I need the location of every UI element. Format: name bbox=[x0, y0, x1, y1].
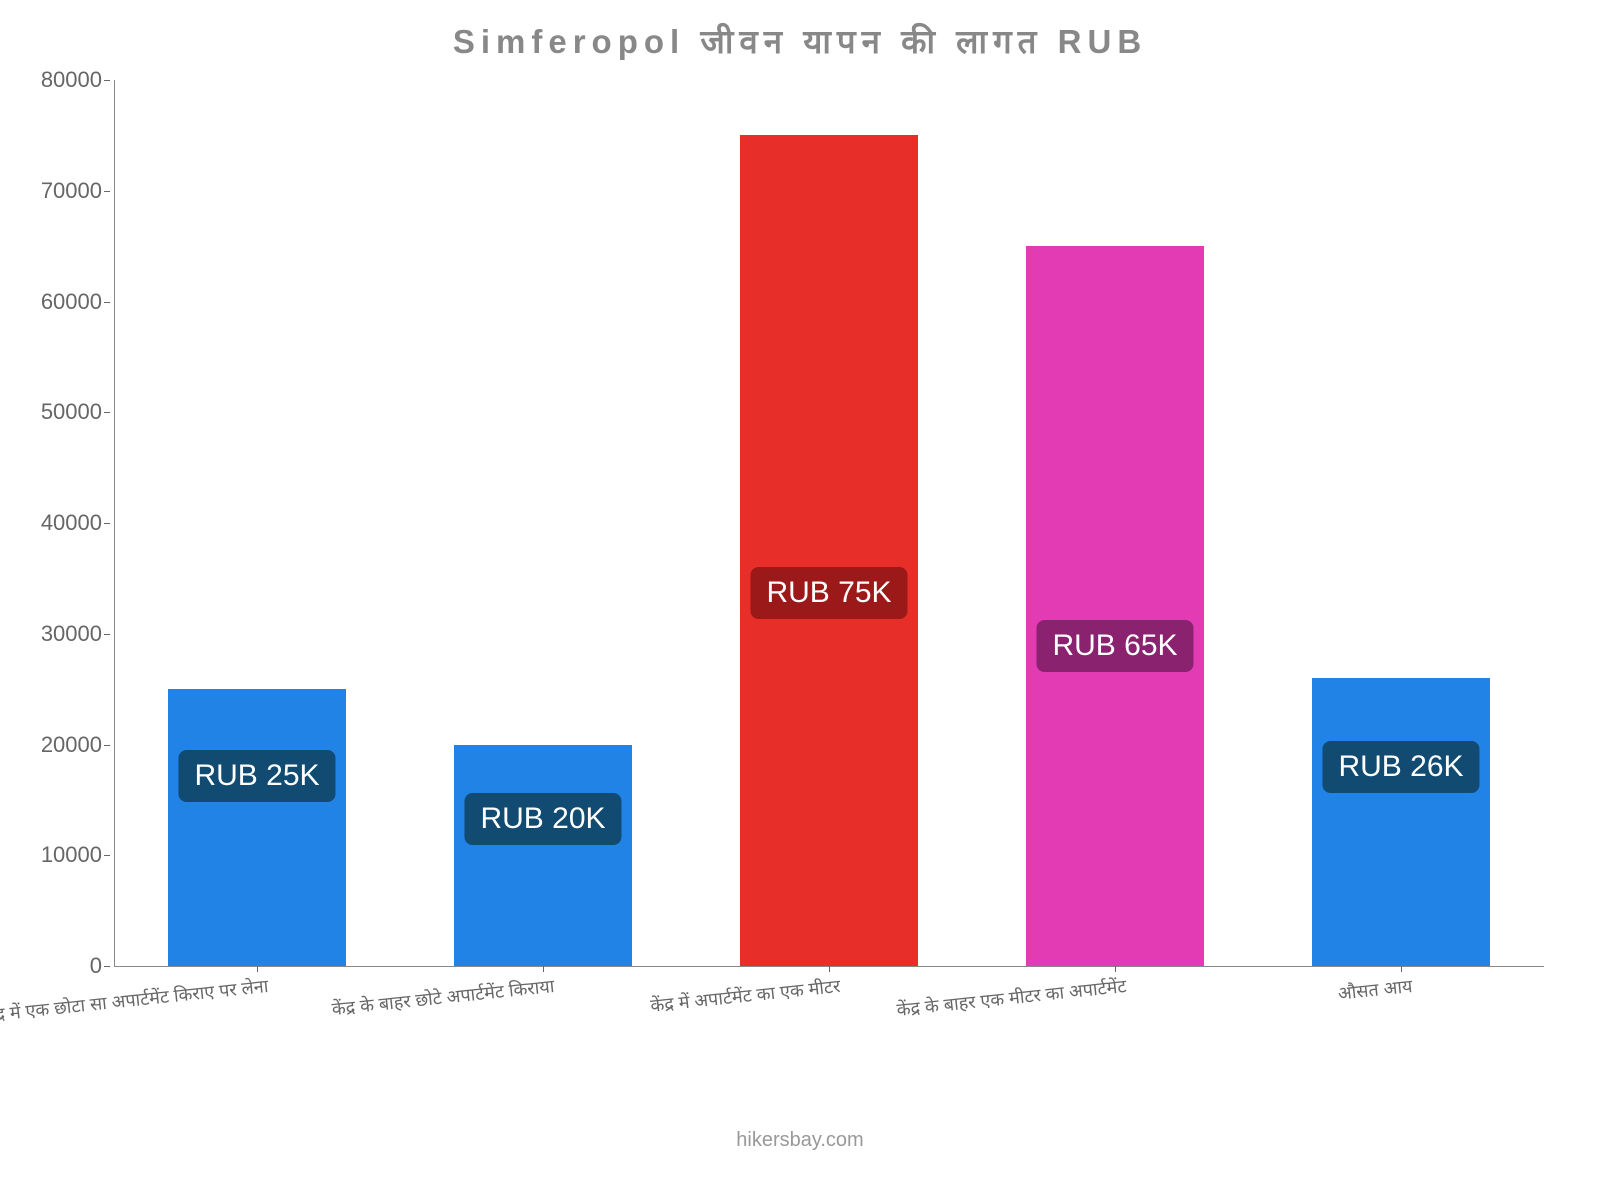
x-tick-mark bbox=[1115, 966, 1116, 972]
x-tick-mark bbox=[543, 966, 544, 972]
x-axis-label: केंद्र के बाहर छोटे अपार्टमेंट किराया bbox=[245, 974, 556, 1030]
y-tick-mark bbox=[104, 634, 110, 635]
chart-container: Simferopol जीवन यापन की लागत RUB 0 10000 2… bbox=[0, 0, 1600, 1200]
bar-value-label: RUB 65K bbox=[1036, 620, 1193, 672]
y-tick-mark bbox=[104, 855, 110, 856]
y-tick-mark bbox=[104, 745, 110, 746]
y-tick-label: 20000 bbox=[41, 732, 102, 758]
chart-footer: hikersbay.com bbox=[0, 1129, 1600, 1152]
y-tick-label: 10000 bbox=[41, 842, 102, 868]
x-axis-label: केंद्र के बाहर एक मीटर का अपार्टमेंट bbox=[817, 974, 1128, 1030]
x-axis-label: केंद्र में अपार्टमेंट का एक मीटर bbox=[531, 974, 842, 1030]
bar bbox=[1312, 678, 1489, 966]
chart-title: Simferopol जीवन यापन की लागत RUB bbox=[0, 18, 1600, 63]
y-tick-mark bbox=[104, 191, 110, 192]
y-tick-label: 50000 bbox=[41, 399, 102, 425]
bar-value-label: RUB 20K bbox=[464, 793, 621, 845]
bar bbox=[740, 135, 917, 966]
x-tick-mark bbox=[829, 966, 830, 972]
y-tick-mark bbox=[104, 412, 110, 413]
x-tick-mark bbox=[257, 966, 258, 972]
y-tick-label: 70000 bbox=[41, 178, 102, 204]
bar-value-label: RUB 26K bbox=[1322, 741, 1479, 793]
y-axis: 0100002000030000400005000060000700008000… bbox=[0, 80, 110, 966]
y-tick-label: 30000 bbox=[41, 621, 102, 647]
y-tick-label: 60000 bbox=[41, 289, 102, 315]
bar-value-label: RUB 75K bbox=[750, 567, 907, 619]
y-tick-label: 0 bbox=[90, 953, 102, 979]
y-tick-mark bbox=[104, 302, 110, 303]
y-tick-mark bbox=[104, 523, 110, 524]
bar bbox=[1026, 246, 1203, 966]
bar bbox=[168, 689, 345, 966]
y-tick-mark bbox=[104, 80, 110, 81]
bar-value-label: RUB 25K bbox=[178, 750, 335, 802]
x-axis-label: औसत आय bbox=[1103, 974, 1414, 1030]
x-axis-label: केंद्र में एक छोटा सा अपार्टमेंट किराए प… bbox=[0, 974, 270, 1030]
bar bbox=[454, 745, 631, 967]
x-tick-mark bbox=[1401, 966, 1402, 972]
plot-area: RUB 25K RUB 20K RUB 75K RUB 65K RUB 26K bbox=[114, 80, 1544, 966]
y-tick-label: 40000 bbox=[41, 510, 102, 536]
y-tick-mark bbox=[104, 966, 110, 967]
y-tick-label: 80000 bbox=[41, 67, 102, 93]
